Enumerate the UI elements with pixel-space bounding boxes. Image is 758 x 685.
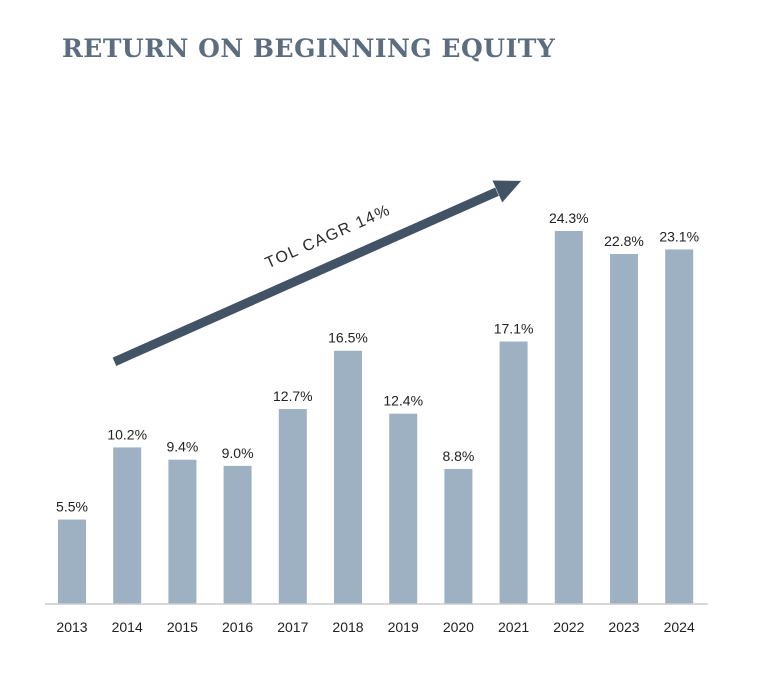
x-tick-2018: 2018 bbox=[332, 619, 363, 635]
x-tick-2020: 2020 bbox=[443, 619, 474, 635]
data-label-2015: 9.4% bbox=[166, 439, 198, 455]
arrow-head bbox=[492, 180, 522, 203]
bar-2019 bbox=[389, 413, 418, 604]
x-tick-2022: 2022 bbox=[553, 619, 584, 635]
bar-2022 bbox=[554, 231, 583, 604]
x-tick-2023: 2023 bbox=[608, 619, 639, 635]
data-label-2021: 17.1% bbox=[494, 321, 534, 337]
x-tick-2024: 2024 bbox=[664, 619, 695, 635]
bars-group: 5.5% 2013 10.2% 2014 9.4% 2015 9.0% 2016 12.7% 20… bbox=[56, 210, 699, 635]
bar-2015 bbox=[168, 459, 197, 604]
x-tick-2019: 2019 bbox=[388, 619, 419, 635]
chart-title: RETURN ON BEGINNING EQUITY bbox=[62, 34, 556, 63]
bar-2017 bbox=[278, 409, 307, 604]
bar-2021 bbox=[499, 341, 528, 604]
data-label-2016: 9.0% bbox=[222, 445, 254, 461]
data-label-2022: 24.3% bbox=[549, 210, 589, 226]
bar-2024 bbox=[665, 249, 694, 605]
data-label-2023: 22.8% bbox=[604, 233, 644, 249]
x-tick-2021: 2021 bbox=[498, 619, 529, 635]
x-tick-2014: 2014 bbox=[112, 619, 143, 635]
data-label-2017: 12.7% bbox=[273, 388, 313, 404]
bar-2018 bbox=[334, 350, 362, 604]
x-tick-2015: 2015 bbox=[167, 619, 198, 635]
data-label-2013: 5.5% bbox=[56, 499, 88, 515]
arrow-shaft bbox=[111, 186, 501, 368]
bar-2016 bbox=[223, 465, 252, 604]
bar-2020 bbox=[444, 468, 473, 604]
cagr-arrow: TOL CAGR 14% bbox=[111, 180, 522, 368]
x-tick-2013: 2013 bbox=[56, 619, 87, 635]
bar-2014 bbox=[113, 447, 142, 604]
x-tick-2017: 2017 bbox=[277, 619, 308, 635]
data-label-2018: 16.5% bbox=[328, 330, 368, 346]
data-label-2020: 8.8% bbox=[442, 448, 474, 464]
bar-2013 bbox=[58, 519, 86, 604]
data-label-2019: 12.4% bbox=[383, 393, 423, 409]
x-tick-2016: 2016 bbox=[222, 619, 253, 635]
data-label-2024: 23.1% bbox=[659, 228, 699, 244]
bar-2023 bbox=[610, 254, 638, 604]
data-label-2014: 10.2% bbox=[107, 426, 147, 442]
